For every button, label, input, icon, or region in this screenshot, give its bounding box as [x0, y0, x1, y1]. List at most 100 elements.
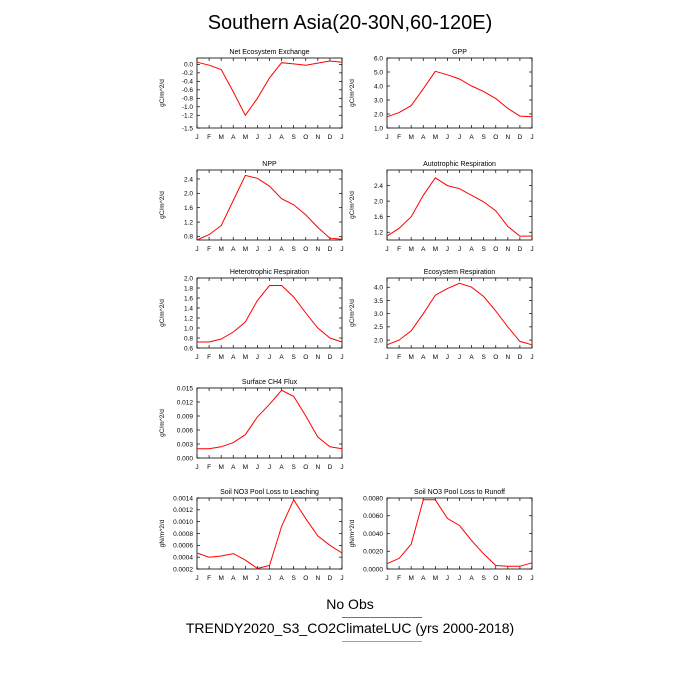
y-tick-label: 0.8 [184, 335, 193, 342]
x-tick-label: S [291, 246, 296, 253]
plot-area: Heterotrophic Respiration 2.0 1.8 1.6 1.4 1.2… [159, 269, 344, 361]
y-axis-label: gC/m^2/d [159, 191, 166, 219]
x-tick-label: J [530, 575, 533, 582]
y-axis-label: gC/m^2/d [159, 409, 166, 437]
x-tick-label: F [207, 464, 211, 471]
x-tick-label: A [231, 134, 236, 141]
x-tick-label: F [397, 134, 401, 141]
x-tick-label: J [340, 354, 343, 361]
plot-area: Soil NO3 Pool Loss to Runoff 0.0080 0.0060… [349, 489, 534, 582]
y-tick-label: 0.0008 [173, 531, 193, 538]
x-tick-label: M [408, 246, 413, 253]
x-tick-label: M [433, 134, 438, 141]
y-axis-label: gN/m^2/d [349, 519, 356, 547]
x-tick-label: D [328, 354, 333, 361]
x-tick-label: O [303, 246, 308, 253]
x-tick-label: J [458, 575, 461, 582]
y-axis-label: gC/m^2/d [349, 79, 356, 107]
chart-title: Surface CH4 Flux [242, 379, 298, 386]
y-tick-label: 0.009 [177, 413, 194, 420]
y-tick-label: 3.0 [374, 97, 383, 104]
x-tick-label: N [505, 575, 510, 582]
y-tick-label: -1.2 [182, 113, 194, 120]
x-tick-label: A [279, 246, 284, 253]
plot-area: Net Ecosystem Exchange 0.0-0.2 -0.4-0.6 -0.… [159, 49, 344, 141]
x-tick-label: J [446, 575, 449, 582]
y-tick-label: 0.0006 [173, 543, 193, 550]
x-tick-label: M [243, 575, 248, 582]
x-tick-label: O [303, 134, 308, 141]
plot-frame [386, 57, 533, 129]
x-tick-label: J [458, 354, 461, 361]
x-tick-label: J [530, 354, 533, 361]
x-tick-label: J [195, 134, 198, 141]
series-line [386, 70, 533, 118]
x-tick-label: A [469, 354, 474, 361]
y-tick-label: 0.0060 [363, 513, 383, 520]
y-tick-label: 0.015 [177, 385, 194, 392]
legend-label-trendy: TRENDY2020_S3_CO2ClimateLUC (yrs 2000-20… [185, 620, 515, 636]
y-tick-label: 2.4 [374, 183, 383, 190]
y-tick-label: -0.8 [182, 96, 194, 103]
y-tick-label: 0.0014 [173, 495, 193, 502]
x-tick-label: O [493, 246, 498, 253]
x-tick-label: D [328, 575, 333, 582]
x-tick-label: F [207, 134, 211, 141]
y-axis-label: gC/m^2/d [349, 299, 356, 327]
x-tick-label: A [231, 354, 236, 361]
x-tick-label: A [421, 575, 426, 582]
x-tick-label: M [218, 134, 223, 141]
x-tick-label: J [256, 246, 259, 253]
x-tick-label: D [328, 464, 333, 471]
y-tick-label: 1.2 [374, 230, 383, 237]
y-tick-label: 0.0010 [173, 519, 193, 526]
x-tick-label: J [268, 246, 271, 253]
y-tick-label: 4.0 [374, 83, 383, 90]
y-tick-label: 2.0 [184, 275, 193, 282]
y-tick-label: 3.5 [374, 298, 383, 305]
x-tick-label: J [340, 464, 343, 471]
y-tick-label: 1.0 [374, 125, 383, 132]
x-tick-label: J [195, 246, 198, 253]
x-tick-label: J [385, 575, 388, 582]
y-tick-label: 2.0 [374, 198, 383, 205]
plot-area: Surface CH4 Flux 0.015 0.012 0.009 0.006 0.00… [159, 379, 344, 471]
x-tick-label: O [493, 354, 498, 361]
x-tick-label: A [421, 246, 426, 253]
x-tick-label: S [481, 246, 486, 253]
x-tick-label: O [303, 464, 308, 471]
y-axis-label: gN/m^2/d [159, 519, 166, 547]
y-tick-label: -1.5 [182, 125, 194, 132]
y-tick-label: 2.0 [374, 337, 383, 344]
y-tick-label: 0.003 [177, 441, 194, 448]
x-tick-label: A [279, 354, 284, 361]
chart-title: Autotrophic Respiration [423, 161, 496, 168]
y-tick-label: 0.006 [177, 427, 194, 434]
x-tick-label: F [397, 246, 401, 253]
y-tick-label: 0.0 [184, 62, 193, 69]
x-tick-label: M [408, 354, 413, 361]
x-tick-label: A [231, 246, 236, 253]
y-tick-label: 6.0 [374, 55, 383, 62]
x-tick-label: J [268, 575, 271, 582]
y-tick-label: 2.4 [184, 176, 193, 183]
y-tick-label: -0.4 [182, 79, 194, 86]
y-tick-label: 1.6 [184, 295, 193, 302]
x-tick-label: A [469, 246, 474, 253]
series-line [197, 389, 343, 450]
plot-area: Soil NO3 Pool Loss to Leaching 0.0014 0.00… [159, 489, 344, 582]
x-tick-label: A [421, 134, 426, 141]
y-tick-label: 4.0 [374, 285, 383, 292]
x-tick-label: N [505, 354, 510, 361]
y-tick-label: 0.0002 [173, 566, 193, 573]
x-tick-label: M [433, 246, 438, 253]
legend-label-no-obs: No Obs [326, 596, 374, 612]
y-tick-label: 1.4 [184, 305, 193, 312]
x-tick-label: S [481, 575, 486, 582]
page-title: Southern Asia(20-30N,60-120E) [207, 12, 493, 34]
x-tick-label: D [328, 134, 333, 141]
x-tick-label: J [458, 134, 461, 141]
y-tick-label: -0.2 [182, 70, 194, 77]
